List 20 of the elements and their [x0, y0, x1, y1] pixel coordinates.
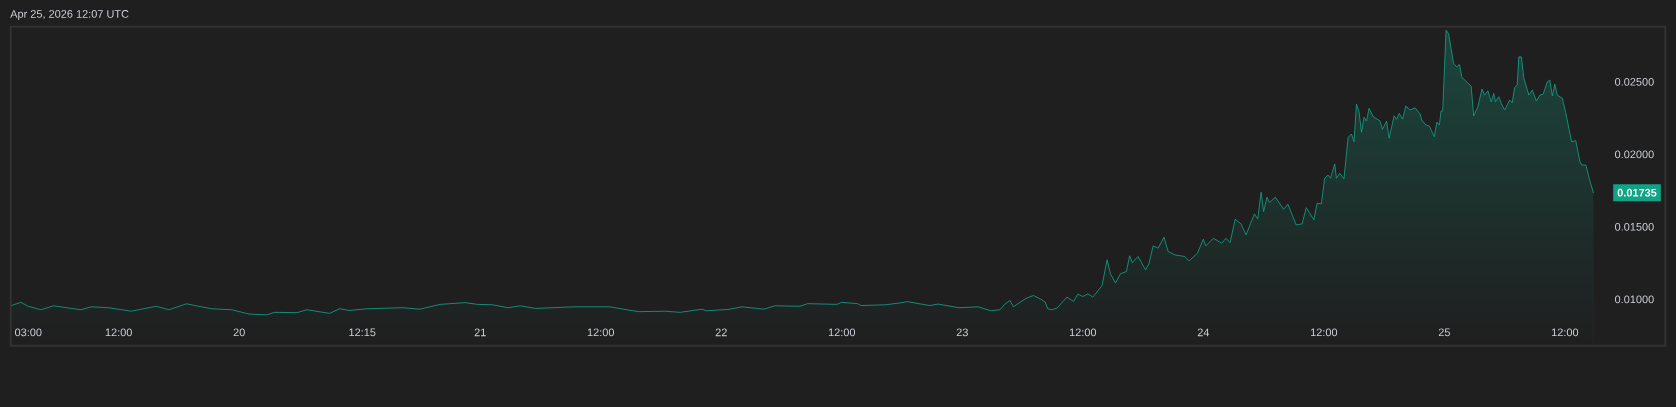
x-tick-label: 21	[474, 328, 486, 337]
y-tick-label: 0.01500	[1615, 222, 1654, 231]
x-tick-label: 12:00	[587, 328, 615, 337]
x-tick-label: 12:00	[1552, 328, 1579, 337]
y-tick-label: 0.01000	[1615, 295, 1654, 304]
x-tick-label: 23	[956, 328, 968, 337]
annotation: 0.01735	[1617, 188, 1657, 197]
x-tick-label: 22	[715, 328, 727, 337]
x-tick-label: 12:00	[1069, 328, 1097, 337]
x-tick-label: 12:00	[105, 328, 132, 337]
x-tick-label: 24	[1197, 328, 1210, 337]
y-tick-label: 0.02000	[1615, 150, 1654, 159]
x-tick-label: 03:00	[14, 328, 42, 337]
x-tick-label: 12:15	[349, 328, 376, 337]
x-tick-label: 25	[1438, 328, 1450, 337]
x-tick-label: 12:00	[1310, 328, 1338, 337]
y-tick-label: 0.02500	[1615, 77, 1654, 86]
chart-title: Apr 25, 2026 12:07 UTC	[10, 10, 129, 20]
x-tick-label: 12:00	[828, 328, 856, 337]
x-tick-label: 20	[233, 328, 245, 337]
